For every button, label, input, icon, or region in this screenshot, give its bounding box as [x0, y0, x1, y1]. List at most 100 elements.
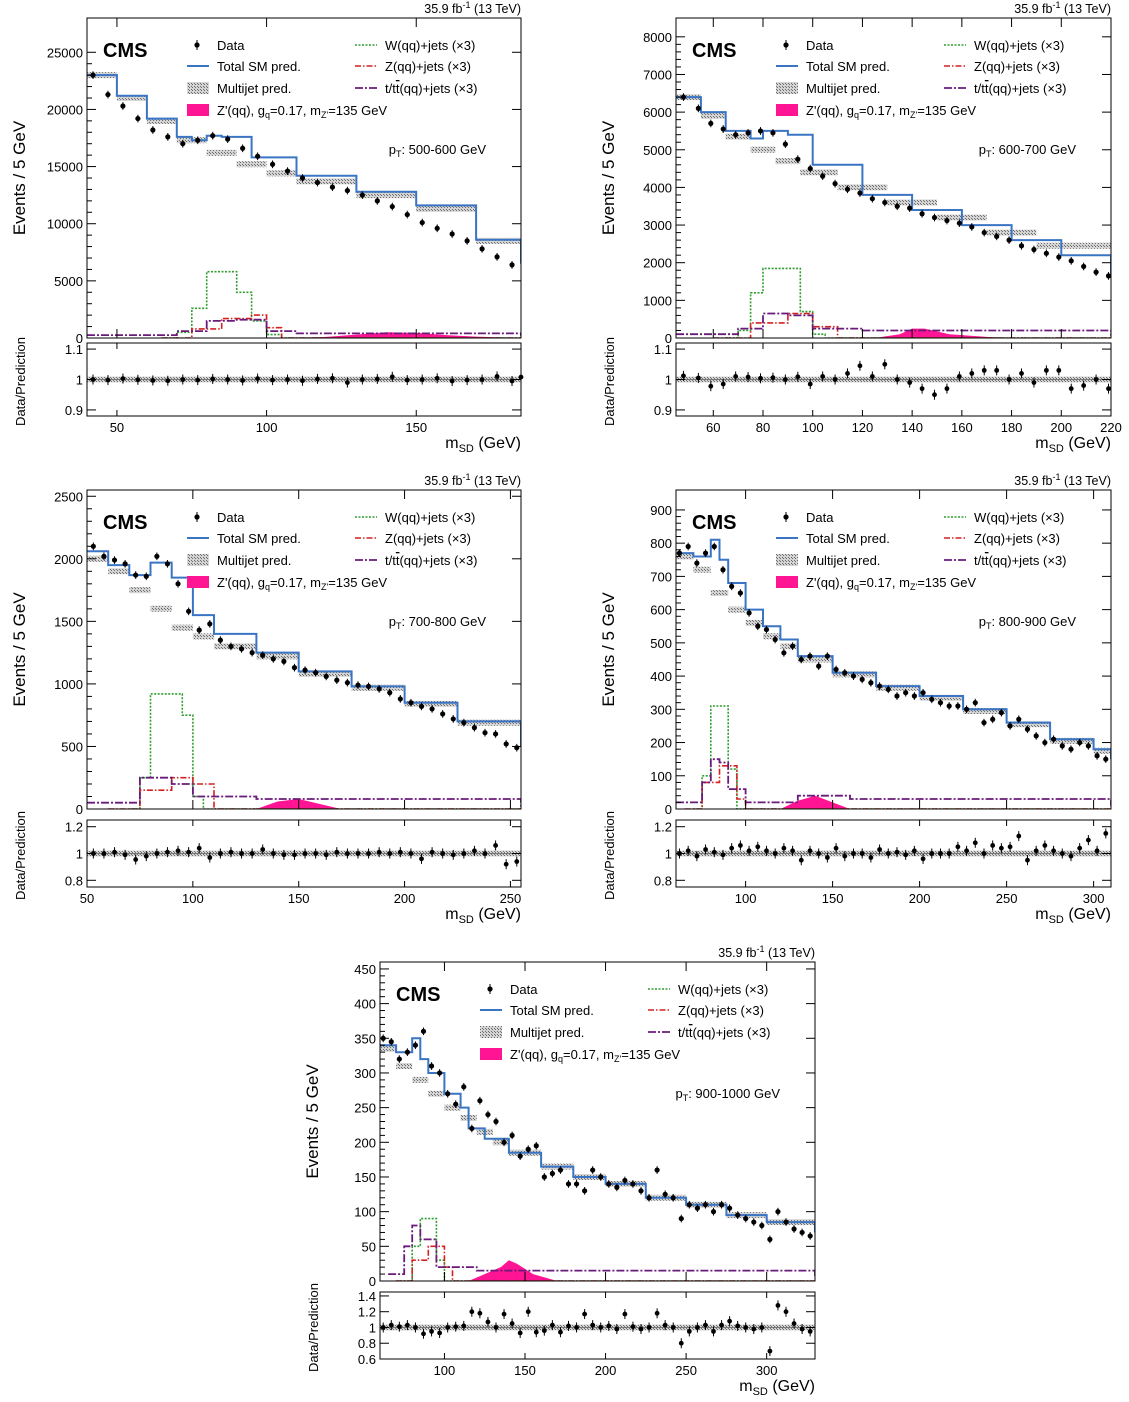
x-axis-symbol: m: [1035, 906, 1048, 923]
pt-bin-label: pT: 800-900 GeV: [979, 614, 1077, 631]
ratio-point: [207, 855, 213, 860]
data-point: [238, 646, 245, 652]
ratio-point: [606, 1323, 612, 1329]
ratio-point: [708, 383, 714, 389]
data-point: [582, 1188, 588, 1194]
main-plot-area: [380, 1027, 815, 1281]
legend-zprime-mass-sub: Z': [614, 1054, 621, 1064]
data-point: [1007, 723, 1013, 729]
ratio-point: [120, 376, 126, 381]
data-point: [240, 145, 246, 151]
top-jets-line: [676, 758, 1111, 806]
ratio-point: [366, 851, 371, 856]
data-point: [791, 1226, 797, 1232]
cms-label: CMS: [692, 40, 736, 62]
data-point: [1033, 733, 1039, 739]
data-point: [969, 224, 975, 230]
legend-zprime-coupling-sub: q: [558, 1054, 563, 1064]
ratio-point: [260, 847, 266, 852]
ratio-y-tick-label: 0.9: [65, 403, 83, 418]
legend-data-marker: [783, 42, 789, 48]
data-point: [1043, 250, 1049, 256]
data-point: [450, 716, 456, 722]
ratio-point: [885, 851, 891, 856]
ratio-point: [195, 377, 201, 383]
data-point: [314, 179, 321, 186]
x-tick-label: 150: [822, 891, 844, 906]
ratio-point: [413, 1325, 418, 1330]
y-tick-label: 600: [650, 603, 672, 618]
data-point: [998, 710, 1004, 716]
data-point: [225, 136, 231, 142]
pt-subscript: T: [396, 621, 402, 631]
y-tick-label: 250: [354, 1101, 376, 1116]
x-tick-label: 150: [514, 1363, 536, 1378]
z-jets-line: [713, 312, 1111, 338]
y-tick-label: 500: [650, 636, 672, 651]
ratio-point: [464, 377, 470, 383]
data-point: [729, 583, 735, 589]
ratio-point: [791, 1321, 797, 1326]
ratio-point: [397, 849, 403, 855]
data-point: [751, 1219, 757, 1225]
data-point: [1105, 273, 1111, 279]
lumi-unit-superscript: -1: [1052, 0, 1060, 10]
data-point: [955, 703, 961, 709]
ratio-point: [1006, 377, 1012, 382]
w-jets-line: [725, 267, 1111, 338]
legend-zprime-swatch: [480, 1048, 502, 1060]
y-tick-label: 700: [650, 569, 672, 584]
legend-w-label: W(qq)+jets (×3): [385, 510, 475, 525]
ratio-point: [503, 861, 509, 867]
x-axis-title: mSD (GeV): [1035, 906, 1111, 926]
zprime-signal-fill: [468, 1260, 558, 1281]
data-point: [920, 690, 926, 696]
data-point: [745, 130, 751, 136]
data-point: [428, 1063, 435, 1069]
ratio-point: [622, 1311, 628, 1317]
data-point: [1068, 746, 1074, 752]
legend-multijet-label: Multijet pred.: [806, 81, 880, 96]
ratio-point: [450, 852, 456, 858]
top-jets-line: [87, 318, 521, 337]
ratio-point: [1025, 857, 1030, 863]
ratio-point: [694, 853, 700, 859]
data-point: [541, 1174, 547, 1180]
legend-data-marker: [783, 514, 789, 520]
x-tick-label: 100: [802, 420, 824, 435]
y-tick-label: 4000: [643, 180, 672, 195]
ratio-point: [175, 848, 181, 854]
data-point: [956, 220, 962, 226]
ratio-point: [323, 852, 329, 858]
ratio-point: [517, 1330, 523, 1336]
ratio-point: [781, 845, 787, 851]
data-point: [763, 626, 770, 633]
data-point: [186, 608, 192, 614]
pt-subscript: T: [683, 1093, 689, 1103]
legend-zprime-coupling-sub: q: [854, 110, 859, 120]
data-point: [702, 1202, 709, 1208]
ratio-point: [437, 1330, 443, 1336]
ratio-point: [799, 1326, 805, 1332]
data-point: [284, 168, 291, 174]
ratio-point: [133, 857, 139, 862]
data-point: [164, 561, 171, 567]
y-tick-label: 15000: [47, 160, 83, 175]
legend-zprime-coupling: =0.17, m: [270, 575, 321, 590]
total-sm-pred-line: [87, 550, 521, 747]
ratio-point: [759, 1325, 765, 1330]
data-point: [90, 72, 96, 78]
ratio-point: [165, 378, 171, 384]
ratio-point: [845, 371, 850, 376]
legend-z-label: Z(qq)+jets (×3): [385, 59, 471, 74]
total-sm-pred-line: [380, 1037, 815, 1233]
legend-total-label: Total SM pred.: [806, 531, 890, 546]
data-point: [418, 703, 425, 710]
data-point: [449, 231, 455, 237]
ratio-point: [807, 1329, 813, 1334]
data-point: [718, 1202, 725, 1208]
ratio-point: [994, 367, 1000, 373]
ratio-point: [720, 381, 726, 387]
ratio-y-tick-label: 1.2: [65, 820, 83, 835]
multijet-pred-band: [676, 94, 1111, 281]
